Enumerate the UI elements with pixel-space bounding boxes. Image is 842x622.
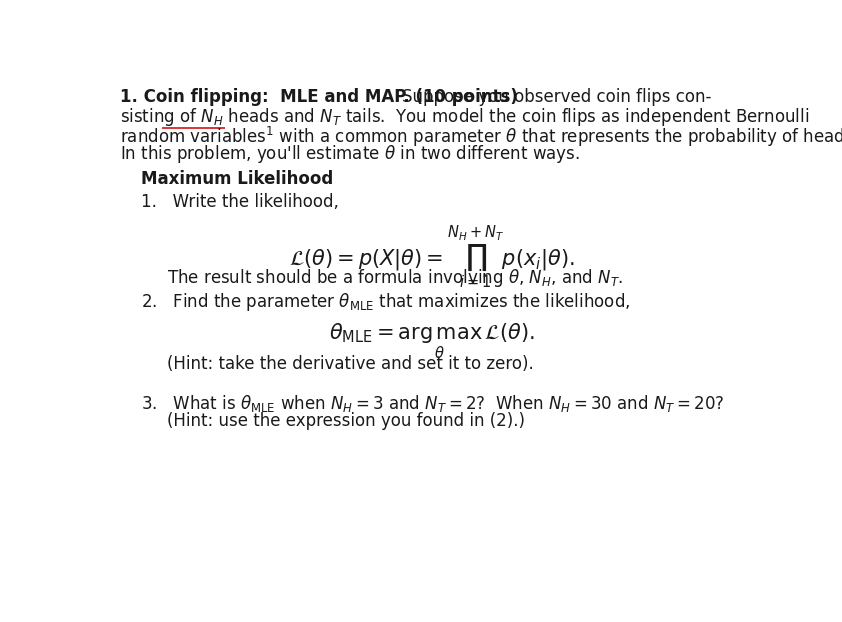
- Text: Suppose you observed coin flips con-: Suppose you observed coin flips con-: [402, 88, 711, 106]
- Text: 2.   Find the parameter $\theta_\mathrm{MLE}$ that maximizes the likelihood,: 2. Find the parameter $\theta_\mathrm{ML…: [141, 291, 631, 313]
- Text: In this problem, you'll estimate $\theta$ in two different ways.: In this problem, you'll estimate $\theta…: [120, 142, 579, 165]
- Text: 1.   Write the likelihood,: 1. Write the likelihood,: [141, 193, 339, 211]
- Text: sisting of $N_H$ heads and $N_T$ tails.  You model the coin flips as independent: sisting of $N_H$ heads and $N_T$ tails. …: [120, 106, 809, 128]
- Text: The result should be a formula involving $\theta$, $N_H$, and $N_T$.: The result should be a formula involving…: [168, 267, 623, 289]
- Text: 3.   What is $\theta_\mathrm{MLE}$ when $N_H = 3$ and $N_T = 2$?  When $N_H = 30: 3. What is $\theta_\mathrm{MLE}$ when $N…: [141, 393, 725, 414]
- Text: (Hint: use the expression you found in (2).): (Hint: use the expression you found in (…: [168, 412, 525, 430]
- Text: (Hint: take the derivative and set it to zero).: (Hint: take the derivative and set it to…: [168, 355, 534, 373]
- Text: 1. Coin flipping:  MLE and MAP. (10 points): 1. Coin flipping: MLE and MAP. (10 point…: [120, 88, 518, 106]
- Text: Maximum Likelihood: Maximum Likelihood: [141, 170, 333, 188]
- Text: random variables$^1$ with a common parameter $\theta$ that represents the probab: random variables$^1$ with a common param…: [120, 124, 842, 149]
- Text: $\theta_\mathrm{MLE} = \underset{\theta}{\mathrm{arg\,max}}\,\mathcal{L}(\theta): $\theta_\mathrm{MLE} = \underset{\theta}…: [328, 322, 535, 361]
- Text: $\mathcal{L}(\theta) = p(X|\theta) = \prod_{i=1}^{N_H+N_T} p(x_i|\theta).$: $\mathcal{L}(\theta) = p(X|\theta) = \pr…: [289, 225, 574, 291]
